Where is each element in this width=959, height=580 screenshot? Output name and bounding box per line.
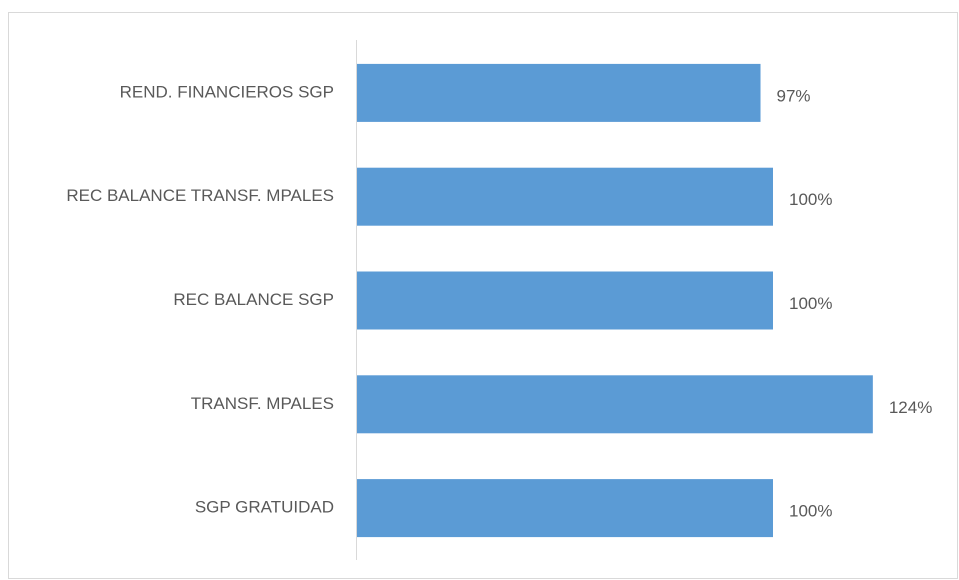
category-label: REC BALANCE TRANSF. MPALES	[66, 186, 334, 205]
bar	[357, 271, 773, 330]
data-label: 100%	[789, 502, 832, 521]
category-label: TRANSF. MPALES	[191, 394, 334, 413]
category-label: SGP GRATUIDAD	[195, 498, 334, 517]
category-label: REND. FINANCIEROS SGP	[120, 82, 334, 101]
data-label: 100%	[789, 294, 832, 313]
bar	[357, 479, 773, 538]
bar	[357, 375, 873, 434]
bar	[357, 63, 761, 122]
data-label: 97%	[777, 86, 811, 105]
data-label: 124%	[889, 398, 932, 417]
bar	[357, 167, 773, 226]
data-label: 100%	[789, 190, 832, 209]
category-label: REC BALANCE SGP	[173, 290, 334, 309]
